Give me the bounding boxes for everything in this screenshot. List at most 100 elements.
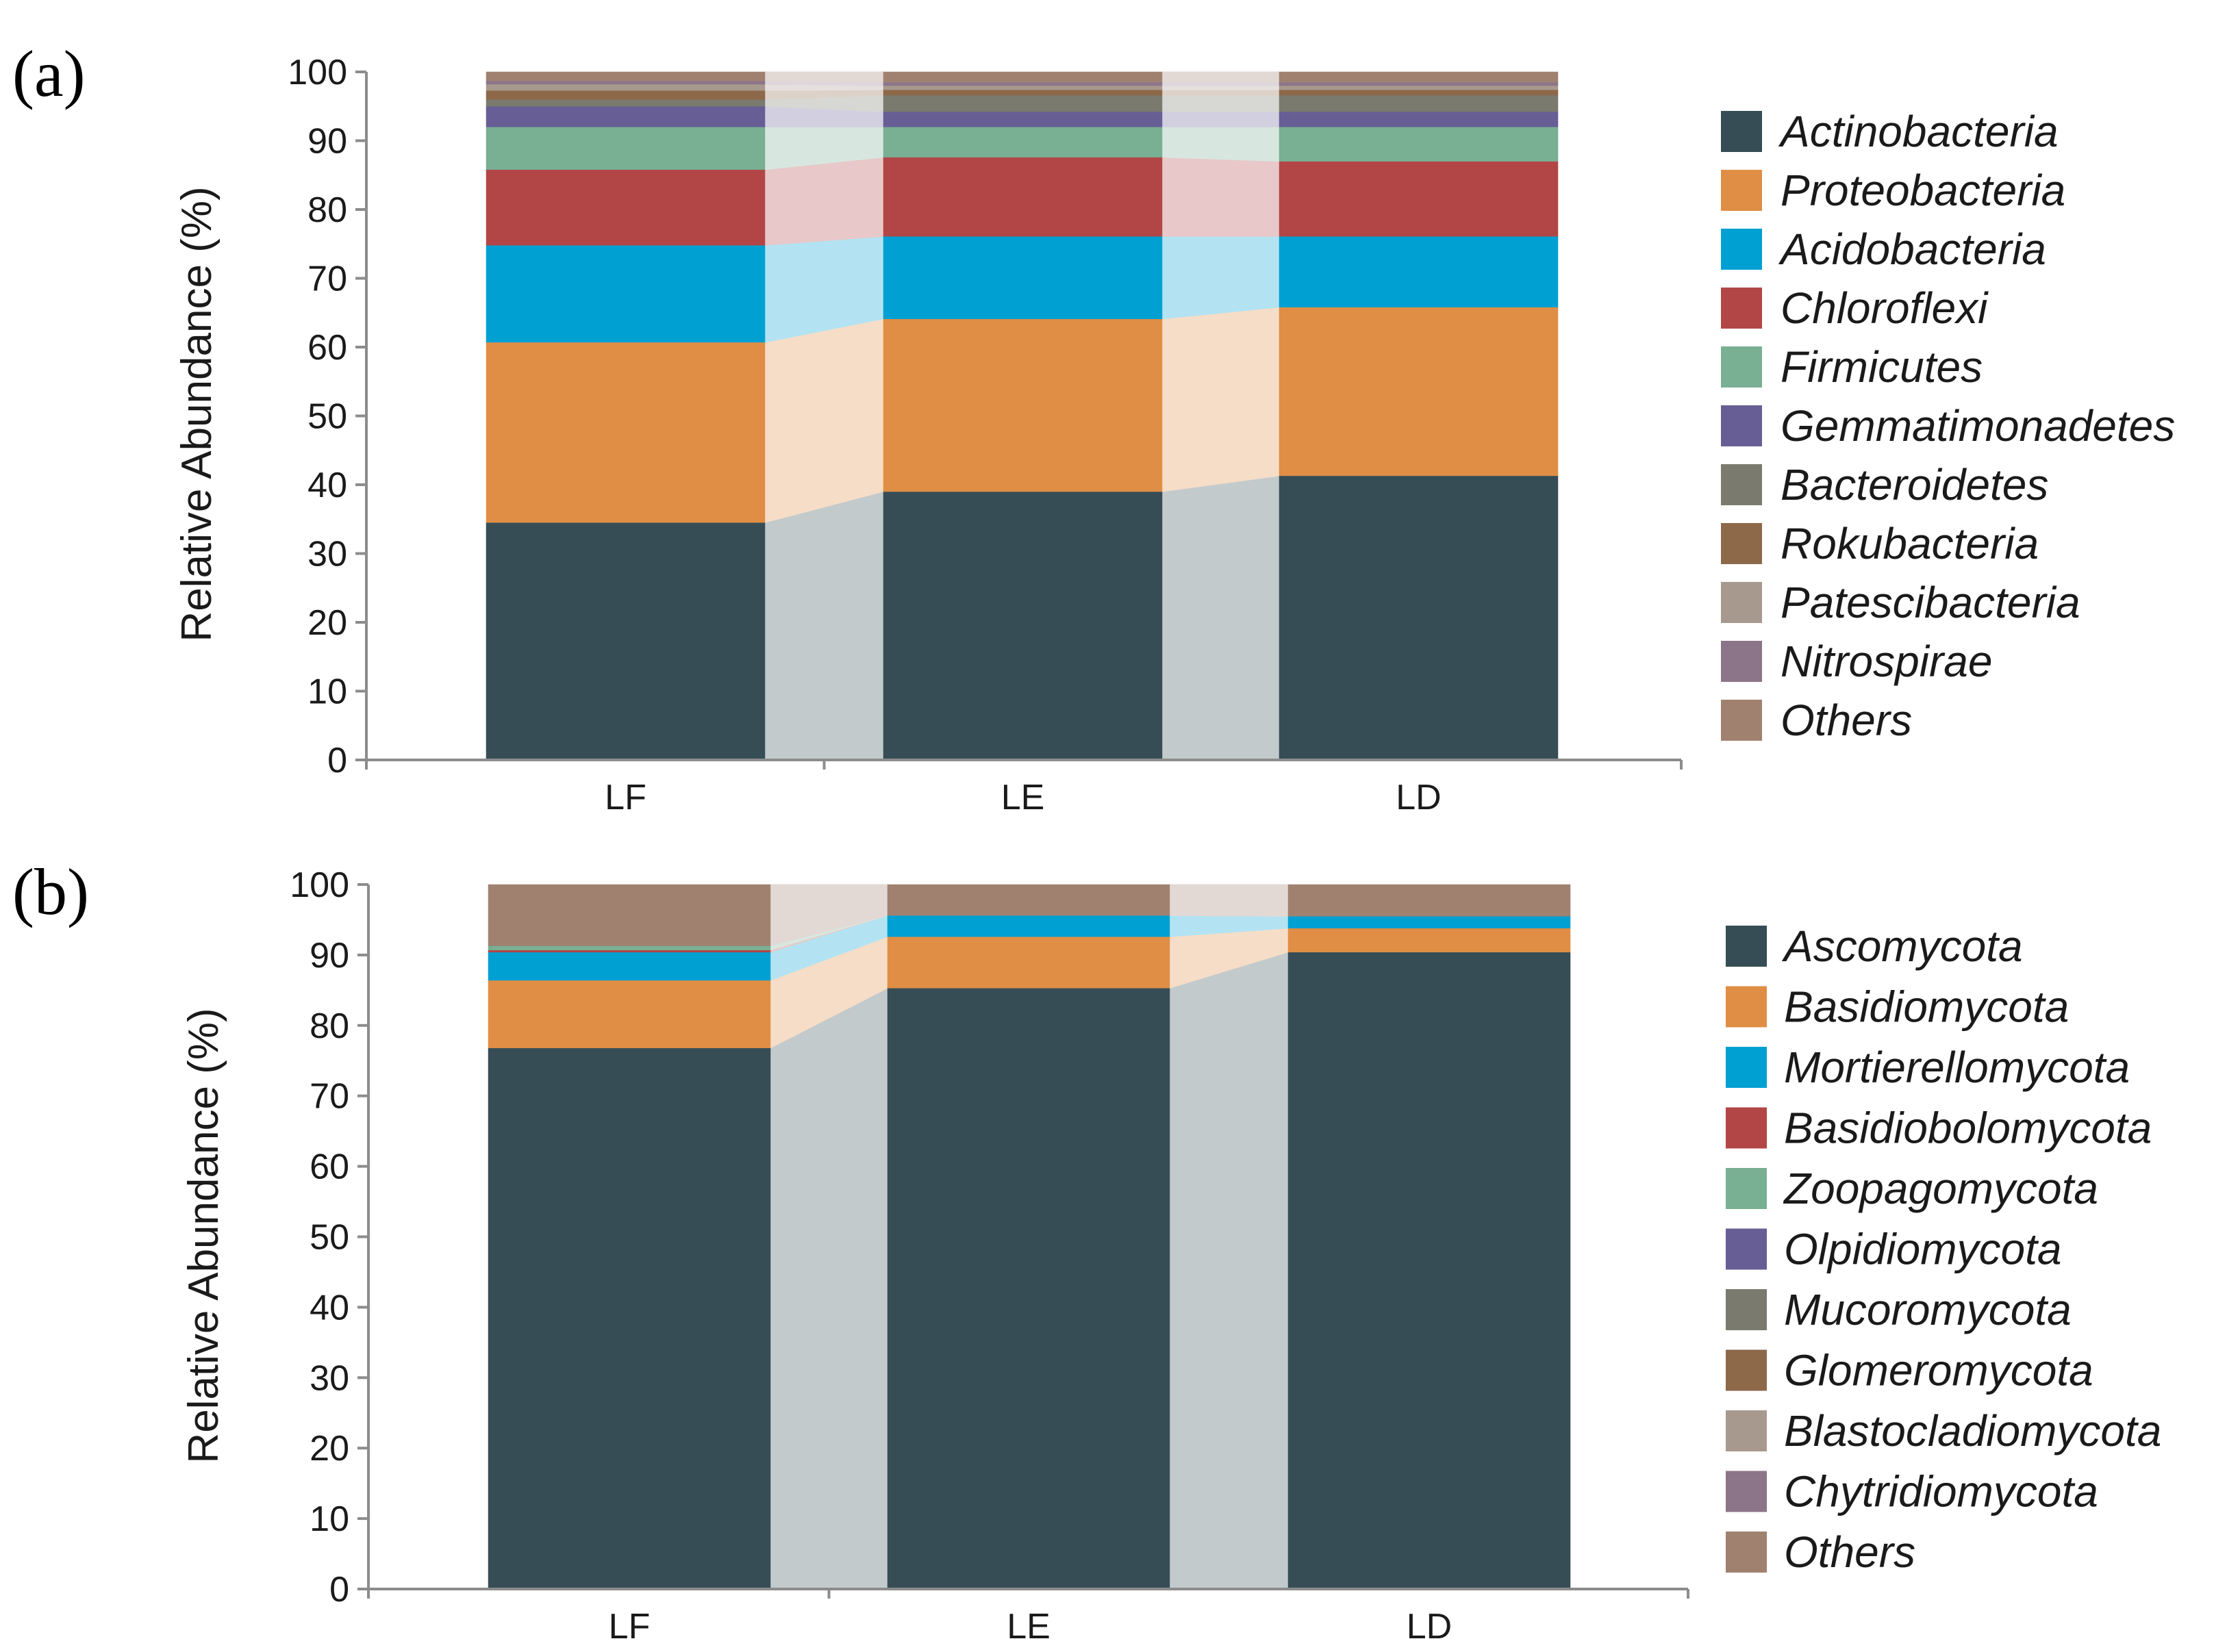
- bar-le: [887, 884, 1170, 1590]
- bar-segment-ld-bacteroidetes: [1279, 94, 1559, 112]
- bar-segment-ld-acidobacteria: [1279, 236, 1559, 307]
- y-tick-label: 10: [307, 672, 347, 712]
- connector-proteobacteria: [1161, 307, 1280, 492]
- x-tick-label: LE: [1001, 778, 1045, 817]
- y-tick-label: 70: [307, 259, 347, 299]
- y-tick-label: 80: [307, 190, 347, 230]
- bar-lf: [488, 884, 771, 1590]
- connector-patescibacteria: [1161, 85, 1280, 90]
- connector-actinobacteria: [764, 491, 884, 761]
- x-tick-label: LF: [609, 1607, 651, 1647]
- bar-segment-le-proteobacteria: [883, 318, 1163, 492]
- legend-label-olpidiomycota: Olpidiomycota: [1784, 1225, 2062, 1274]
- x-tick-label: LE: [1007, 1607, 1051, 1647]
- legend-swatch-chloroflexi: [1721, 288, 1762, 329]
- bar-segment-lf-ascomycota: [488, 1047, 771, 1590]
- bar-segment-lf-basidiomycota: [488, 980, 771, 1048]
- y-tick-label: 50: [310, 1218, 349, 1258]
- bar-segment-lf-patescibacteria: [486, 84, 766, 91]
- y-tick-label: 30: [310, 1358, 349, 1398]
- legend: Ascomycota Basidiomycota Mortierellomycota…: [1726, 922, 2161, 1577]
- legend-label-ascomycota: Ascomycota: [1781, 922, 2023, 971]
- bar-segment-lf-proteobacteria: [486, 342, 766, 523]
- bar-segment-le-mortierellomycota: [887, 915, 1170, 937]
- y-tick-label: 40: [310, 1288, 349, 1327]
- bar-segment-ld-gemmatimonadetes: [1279, 112, 1559, 127]
- bar-segment-lf-chloroflexi: [486, 169, 766, 246]
- legend-label-bacteroidetes: Bacteroidetes: [1781, 460, 2048, 509]
- bar-segment-ld-basidiomycota: [1287, 928, 1571, 953]
- bar-segment-lf-firmicutes: [486, 127, 766, 170]
- bar-segment-lf-zoopagomycota: [488, 945, 771, 950]
- bar-segment-lf-mortierellomycota: [488, 952, 771, 981]
- connector-rokubacteria: [1161, 89, 1280, 96]
- legend-swatch-nitrospirae: [1721, 641, 1762, 682]
- chart-panel-b: (b) Relative Abundance (%) LF LE LD 0 10 20 30 40…: [12, 855, 2161, 1647]
- legend-swatch-actinobacteria: [1721, 111, 1762, 152]
- legend-label-glomeromycota: Glomeromycota: [1784, 1346, 2093, 1395]
- connector-nitrospirae: [1161, 81, 1280, 86]
- legend-label-blastocladiomycota: Blastocladiomycota: [1784, 1406, 2161, 1456]
- bar-segment-ld-patescibacteria: [1279, 85, 1559, 90]
- legend-swatch-acidobacteria: [1721, 229, 1762, 270]
- y-tick-label: 10: [310, 1499, 349, 1539]
- legend-swatch-ascomycota: [1726, 926, 1767, 967]
- legend-label-proteobacteria: Proteobacteria: [1781, 166, 2065, 215]
- connector-bacteroidetes: [1161, 94, 1280, 112]
- bar-segment-lf-basidiobolomycota: [488, 950, 771, 953]
- legend-swatch-mucoromycota: [1726, 1289, 1767, 1330]
- x-tick-label: LD: [1396, 778, 1441, 817]
- legend-swatch-others: [1726, 1532, 1767, 1573]
- legend-label-acidobacteria: Acidobacteria: [1778, 225, 2046, 274]
- bar-segment-ld-proteobacteria: [1279, 307, 1559, 476]
- bar-segment-le-bacteroidetes: [883, 94, 1163, 112]
- bar-segment-le-gemmatimonadetes: [883, 112, 1163, 127]
- connector-group: [764, 71, 1280, 761]
- panel-letter: (a): [12, 37, 86, 110]
- connector-ascomycota: [1169, 952, 1289, 1590]
- legend-swatch-gemmatimonadetes: [1721, 405, 1762, 446]
- legend-label-firmicutes: Firmicutes: [1781, 342, 1983, 392]
- legend-swatch-chytridiomycota: [1726, 1471, 1767, 1512]
- bar-segment-le-rokubacteria: [883, 89, 1163, 96]
- bar-segment-le-others: [883, 71, 1163, 83]
- y-tick-label: 90: [307, 122, 347, 162]
- connector-chloroflexi: [1161, 157, 1280, 237]
- y-tick-label: 50: [307, 397, 347, 437]
- bar-segment-ld-others: [1287, 884, 1571, 917]
- bar-segment-le-actinobacteria: [883, 491, 1163, 761]
- x-tick-label: LD: [1407, 1607, 1452, 1647]
- bar-segment-ld-mortierellomycota: [1287, 916, 1571, 929]
- bar-ld: [1287, 884, 1571, 1590]
- bar-segment-lf-others: [488, 884, 771, 946]
- bar-segment-ld-others: [1279, 71, 1559, 83]
- legend-swatch-blastocladiomycota: [1726, 1410, 1767, 1451]
- bar-segment-lf-bacteroidetes: [486, 99, 766, 107]
- bar-segment-lf-nitrospirae: [486, 80, 766, 85]
- y-tick-label: 100: [288, 53, 347, 92]
- y-axis-title: Relative Abundance (%): [180, 1008, 227, 1463]
- legend-label-rokubacteria: Rokubacteria: [1781, 519, 2039, 568]
- bar-segment-lf-acidobacteria: [486, 245, 766, 343]
- legend-label-mucoromycota: Mucoromycota: [1784, 1285, 2072, 1334]
- connector-actinobacteria: [1161, 475, 1280, 761]
- legend-swatch-olpidiomycota: [1726, 1228, 1767, 1270]
- bar-segment-ld-ascomycota: [1287, 952, 1571, 1590]
- legend-label-basidiobolomycota: Basidiobolomycota: [1784, 1104, 2152, 1153]
- bar-segment-le-ascomycota: [887, 988, 1170, 1590]
- bar-segment-le-nitrospirae: [883, 81, 1163, 86]
- legend-swatch-rokubacteria: [1721, 523, 1762, 564]
- connector-others: [1169, 884, 1289, 917]
- legend-swatch-mortierellomycota: [1726, 1047, 1767, 1088]
- bar-segment-le-others: [887, 884, 1170, 916]
- y-tick-label: 90: [310, 936, 349, 976]
- connector-group: [770, 884, 1289, 1590]
- bar-lf: [486, 71, 766, 761]
- connector-chloroflexi: [764, 157, 884, 246]
- legend-label-mortierellomycota: Mortierellomycota: [1784, 1043, 2130, 1092]
- legend-label-chytridiomycota: Chytridiomycota: [1784, 1467, 2098, 1516]
- connector-ascomycota: [770, 987, 888, 1590]
- legend: Actinobacteria Proteobacteria Acidobacteri…: [1721, 107, 2175, 745]
- legend-swatch-basidiobolomycota: [1726, 1107, 1767, 1149]
